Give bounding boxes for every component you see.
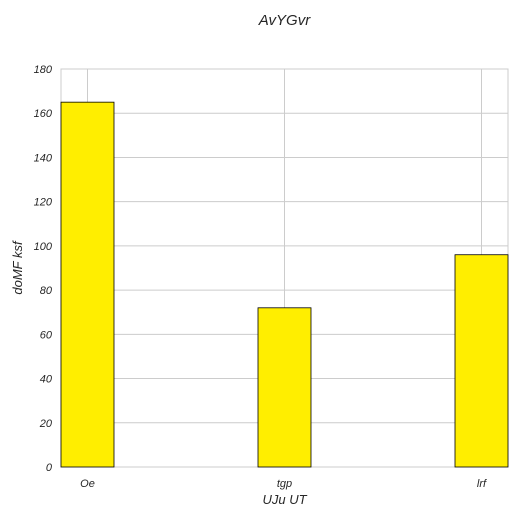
x-tick-label: lrf xyxy=(477,478,487,490)
y-tick-label: 80 xyxy=(40,285,53,297)
x-tick-label: Oe xyxy=(80,478,95,490)
bars-layer xyxy=(60,101,509,468)
x-axis-label: UJu UT xyxy=(262,492,307,507)
bar-tgp xyxy=(257,307,312,468)
y-tick-label: 0 xyxy=(46,462,53,474)
y-tick-label: 60 xyxy=(40,329,53,341)
bar-lrf xyxy=(454,254,509,468)
bar-Oe xyxy=(60,101,115,468)
x-axis-ticks: Oe tgp lrf xyxy=(80,478,487,490)
y-tick-label: 120 xyxy=(34,197,53,209)
y-tick-label: 20 xyxy=(39,418,53,430)
y-axis-ticks: 0 20 40 60 80 100 120 140 160 180 xyxy=(34,64,53,474)
chart-title: AvYGvr xyxy=(258,12,311,29)
x-tick-label: tgp xyxy=(277,478,292,490)
y-tick-label: 180 xyxy=(34,64,53,76)
y-tick-label: 160 xyxy=(34,108,53,120)
y-axis-label: doMF ksf xyxy=(10,240,25,295)
y-tick-label: 40 xyxy=(40,374,53,386)
y-tick-label: 140 xyxy=(34,152,53,164)
y-tick-label: 100 xyxy=(34,241,53,253)
